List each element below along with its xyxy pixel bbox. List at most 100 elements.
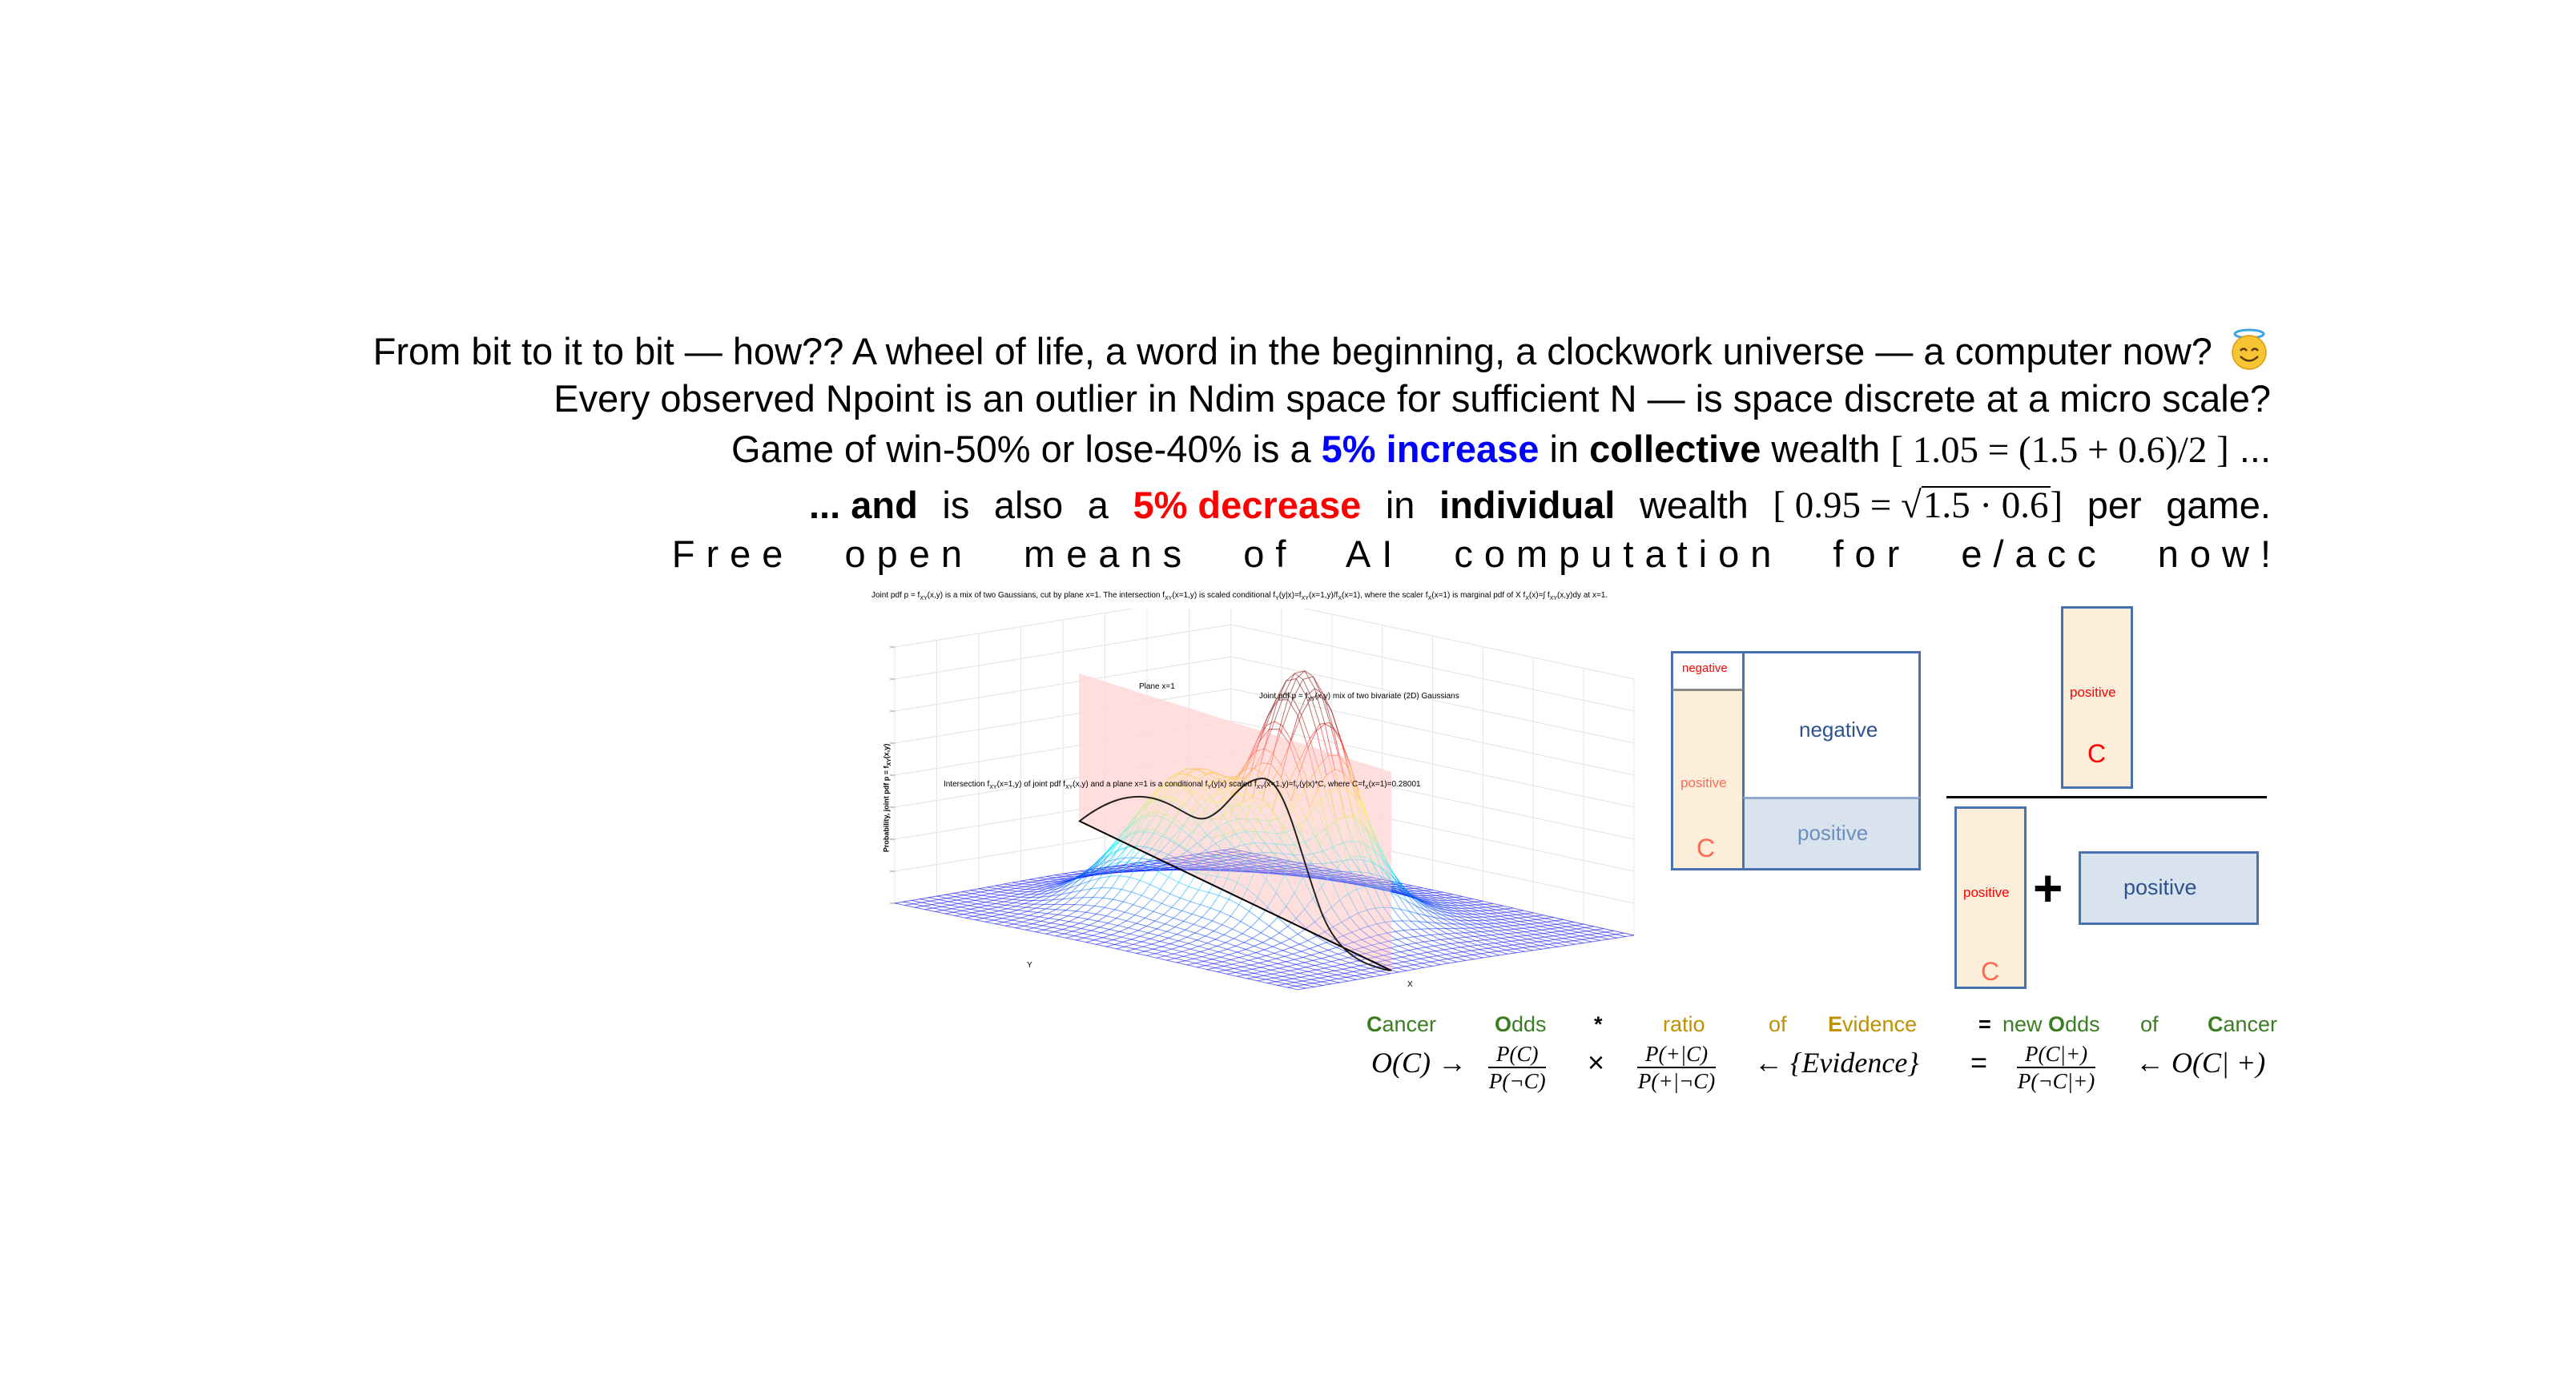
mesh-line [1328,754,1338,757]
mesh-line [1039,916,1049,919]
mesh-line [1192,810,1203,817]
mesh-line [1295,984,1305,987]
mesh-line [1189,815,1200,826]
mesh-line [1275,892,1287,907]
mesh-line [1304,835,1315,842]
mesh-line [1227,870,1237,872]
mesh-line [1538,921,1548,923]
mesh-line [1351,782,1362,826]
mesh-line [1509,937,1520,941]
label-text: new [2002,1012,2049,1036]
mesh-line [1561,933,1571,935]
mesh-line [1532,931,1544,935]
mesh-line [1504,945,1515,950]
mesh-line [1025,903,1035,908]
mesh-line [1310,977,1320,980]
mesh-line [1413,964,1424,968]
mesh-line [1291,861,1302,864]
mesh-line [1368,880,1378,887]
mesh-line [1460,907,1471,912]
mesh-line [1457,902,1468,906]
mesh-line [1238,955,1248,959]
mesh-line [1101,875,1110,888]
mesh-line [1218,856,1226,859]
mesh-line [1209,892,1219,896]
mesh-line [1312,983,1323,987]
mesh-line [1220,956,1231,960]
mesh-line [1432,939,1441,942]
mesh-line [1258,865,1269,868]
mesh-line [1572,935,1580,938]
mesh-line [1286,983,1297,987]
mesh-line [1486,923,1497,927]
mesh-line [1203,860,1213,865]
mesh-line [1270,765,1282,784]
mesh-line [976,902,986,905]
mesh-line [1350,764,1359,791]
mesh-line [1322,907,1332,915]
mesh-line [1462,951,1473,955]
mesh-line [967,901,977,905]
mesh-line [1111,931,1121,935]
mesh-line [1181,802,1193,811]
mesh-line [1206,939,1216,944]
mesh-line [1267,983,1278,986]
mesh-line [1193,923,1204,928]
mesh-line [1028,878,1040,882]
mesh-line [1153,948,1164,952]
mesh-line [1217,970,1226,972]
mesh-line [1385,959,1395,964]
mesh-line [1307,747,1318,789]
mesh-line [1243,938,1253,943]
mesh-line [1128,819,1139,836]
mesh-line [1402,955,1411,958]
cancer-letter: C [1981,957,2000,986]
mesh-line [1256,830,1266,833]
mesh-line [1427,922,1438,930]
mesh-line [1529,923,1539,925]
mesh-line [1176,960,1185,963]
mesh-line [1297,715,1309,748]
mesh-line [1585,927,1596,931]
mesh-line [1309,807,1321,845]
mesh-line [1319,977,1330,981]
mesh-line [1430,961,1441,966]
mesh-line [1069,921,1080,924]
mesh-line [1474,935,1483,937]
mesh-line [1243,942,1254,947]
mesh-line [1472,898,1483,902]
mesh-line [1415,967,1424,970]
mesh-line [1116,946,1125,950]
mesh-line [1486,923,1495,925]
mesh-line [1443,907,1453,909]
mesh-line [1282,801,1292,830]
mesh-line [1059,919,1070,923]
collective-bold: collective [1589,428,1761,470]
mesh-line [1498,911,1507,914]
mesh-line [1145,917,1156,922]
mesh-line [1299,943,1310,950]
mesh-line [1399,896,1408,902]
x-axis-label: X [1407,980,1413,989]
mesh-line [1252,783,1262,794]
mesh-line [1071,871,1082,874]
mesh-line [1045,903,1055,910]
mesh-line [1383,882,1395,885]
mesh-line [1501,938,1511,942]
mesh-line [1302,979,1311,982]
mesh-line [1334,874,1344,876]
mesh-line [1025,929,1036,933]
mesh-line [1139,932,1149,937]
mesh-line [1310,843,1321,861]
mesh-line [1079,919,1089,924]
mesh-line [1342,842,1353,860]
mesh-line [1439,911,1450,917]
mesh-line [948,901,959,904]
mesh-line [1149,935,1159,939]
mesh-line [1165,953,1174,957]
mesh-line [1333,922,1342,928]
mesh-line [1221,866,1230,870]
mesh-line [1195,932,1206,937]
mesh-line [1287,698,1298,717]
mesh-line [1390,891,1399,897]
